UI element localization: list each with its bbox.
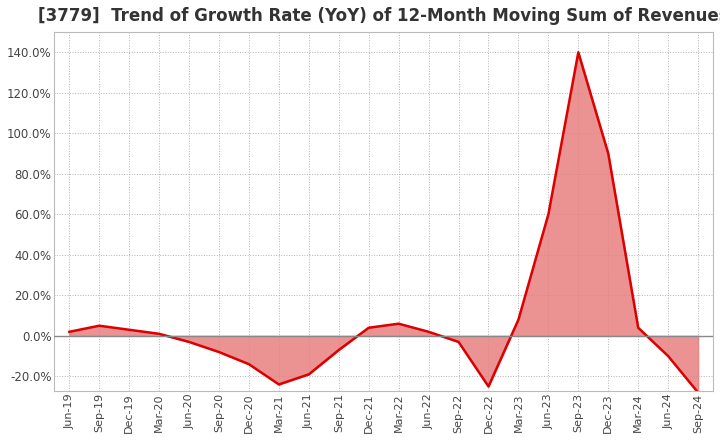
- Title: [3779]  Trend of Growth Rate (YoY) of 12-Month Moving Sum of Revenues: [3779] Trend of Growth Rate (YoY) of 12-…: [38, 7, 720, 25]
